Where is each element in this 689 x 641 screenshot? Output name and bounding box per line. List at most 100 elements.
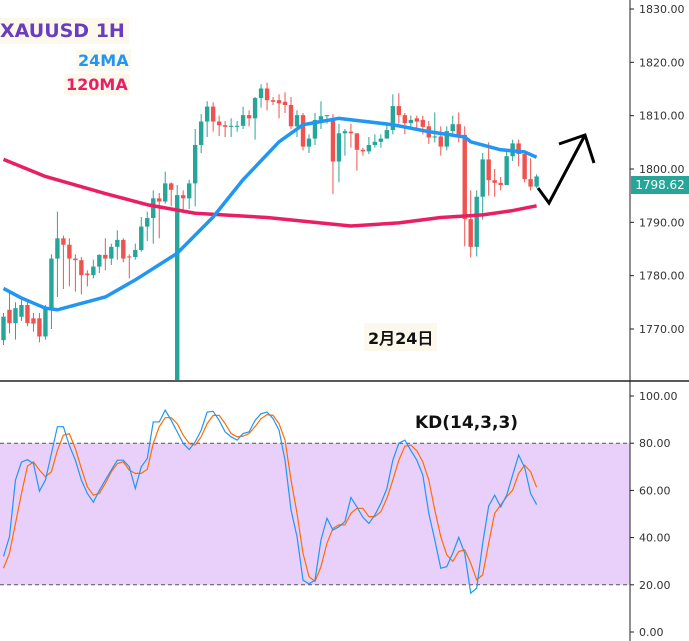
price-tick-label: 1770.00: [639, 323, 685, 336]
candle: [7, 290, 12, 334]
candle-body: [121, 239, 126, 259]
candle: [354, 133, 360, 171]
candle-body: [384, 130, 390, 139]
candle: [115, 230, 120, 260]
candle-body: [234, 125, 240, 127]
candle-body: [97, 254, 102, 267]
candle-body: [486, 159, 491, 181]
candle-body: [61, 238, 66, 245]
price-tick-label: 1810.00: [639, 110, 685, 123]
candle-body: [300, 115, 306, 147]
price-tick-label: 1820.00: [639, 56, 685, 69]
candle: [43, 304, 48, 340]
candle-body: [438, 136, 443, 147]
price-tick-label: 1800.00: [639, 163, 685, 176]
candle: [240, 106, 246, 129]
forecast-arrow: [536, 133, 596, 206]
candle: [372, 134, 378, 148]
candle: [186, 179, 192, 209]
kd-tick-label: 40.00: [639, 532, 671, 545]
candle: [222, 120, 228, 137]
price-tick-label: 1830.00: [639, 3, 685, 16]
candle-body: [175, 195, 180, 380]
candle: [157, 192, 162, 239]
candle: [330, 114, 336, 195]
candle-body: [480, 159, 485, 197]
ma24-line: [2, 116, 538, 312]
candle-body: [216, 121, 222, 126]
candle: [396, 93, 402, 124]
candle-body: [157, 198, 162, 202]
kd-lines-layer: [2, 408, 538, 595]
candle-body: [366, 144, 372, 152]
candle: [133, 243, 138, 260]
ma120-line: [2, 157, 537, 228]
candle-body: [127, 256, 132, 258]
candle-body: [103, 254, 108, 259]
candle-body: [354, 133, 360, 150]
kd-tick-label: 100.00: [639, 390, 678, 403]
candle: [504, 150, 509, 185]
candle: [91, 259, 96, 279]
candle-body: [516, 143, 521, 155]
kd-indicator-title: KD(14,3,3): [415, 413, 519, 433]
candle-body: [378, 138, 384, 142]
candle: [486, 142, 491, 196]
candle: [450, 115, 455, 135]
candle-body: [25, 304, 30, 324]
candle-body: [390, 106, 396, 131]
candle-body: [282, 101, 288, 105]
candle-body: [498, 182, 503, 185]
candle: [109, 243, 114, 265]
candle-body: [163, 183, 168, 202]
candle-body: [330, 118, 336, 162]
candle: [264, 82, 270, 111]
candle-body: [264, 88, 270, 101]
candle-body: [456, 124, 461, 135]
candle-body: [492, 180, 497, 183]
candle-body: [324, 115, 330, 117]
candle-body: [85, 273, 90, 276]
candle-body: [450, 124, 455, 132]
ma120-legend: 120MA: [64, 74, 130, 95]
candle-body: [192, 144, 198, 184]
candle-body: [145, 218, 150, 227]
candle-body: [408, 119, 414, 124]
candle-body: [402, 115, 408, 124]
candle: [360, 147, 366, 156]
candle: [175, 184, 180, 380]
candle-body: [444, 131, 449, 147]
price-tick-label: 1790.00: [639, 216, 685, 229]
candle-body: [474, 196, 479, 247]
candle-body: [222, 125, 228, 127]
candle-body: [336, 133, 342, 162]
candle: [181, 190, 186, 212]
candle: [528, 158, 533, 191]
candle: [210, 102, 216, 132]
candle-body: [414, 118, 420, 122]
candle-body: [294, 115, 300, 127]
candle: [1, 312, 6, 345]
candle-body: [79, 260, 84, 276]
candle: [444, 126, 449, 151]
candle-body: [115, 239, 120, 247]
chart-title: XAUUSD 1H: [0, 18, 129, 44]
candle: [61, 235, 66, 289]
candle-body: [169, 183, 174, 190]
candle: [169, 182, 174, 207]
candle-body: [252, 98, 258, 119]
candle: [246, 110, 252, 127]
candle: [384, 123, 390, 139]
kd-overbought-oversold-band: [0, 443, 630, 585]
candle: [55, 211, 60, 297]
kd-band-layer: [0, 442, 630, 586]
candle-body: [306, 138, 312, 147]
candle: [139, 216, 144, 252]
candle-body: [462, 134, 467, 220]
candle-body: [288, 104, 294, 127]
candle-body: [181, 195, 186, 199]
candle: [121, 238, 126, 263]
candle: [163, 171, 168, 204]
candle: [336, 123, 342, 183]
